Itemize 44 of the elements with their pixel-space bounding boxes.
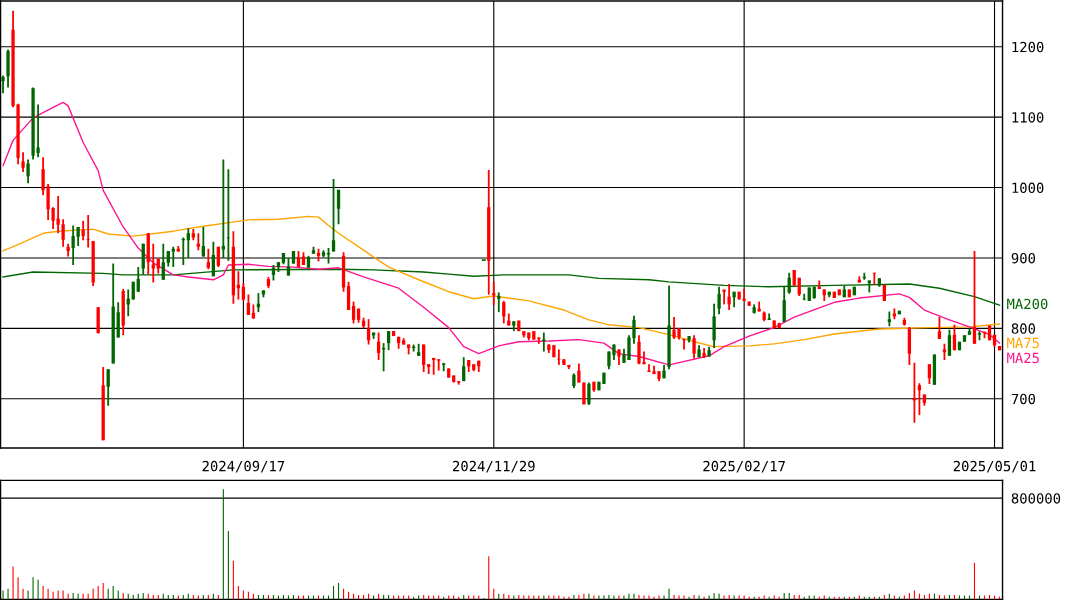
candlestick (331, 178, 336, 253)
candlestick (972, 249, 977, 345)
x-tick-label: 2025/02/17 (703, 460, 785, 473)
candlestick (366, 318, 371, 346)
x-tick-label: 2024/11/29 (452, 460, 535, 473)
candlestick (106, 368, 110, 407)
candlestick (712, 302, 716, 349)
candlestick (422, 343, 426, 373)
candlestick (171, 245, 175, 268)
candlestick (201, 226, 205, 258)
y-tick-label: 1000 (1012, 182, 1044, 194)
candlestick (742, 288, 746, 302)
candlestick (21, 151, 25, 173)
candlestick (386, 330, 391, 352)
candlestick (346, 280, 351, 311)
candlestick (437, 358, 441, 372)
candlestick (26, 158, 30, 185)
candlestick (196, 232, 200, 252)
x-tick-label: 2024/09/17 (202, 460, 285, 473)
candlestick (727, 283, 731, 311)
series-label: MA25 (1007, 352, 1039, 364)
y-tick-label: 800 (1011, 323, 1036, 334)
candlestick (186, 227, 190, 259)
series-label: MA200 (1007, 298, 1048, 310)
candlestick (537, 336, 541, 345)
candlestick (587, 381, 591, 406)
candlestick (206, 247, 210, 271)
series-label: MA75 (1007, 337, 1039, 349)
candlestick (692, 334, 696, 360)
candlestick (937, 316, 942, 340)
y-tick-label: 1100 (1012, 112, 1044, 123)
candlestick (577, 362, 581, 384)
candlestick (497, 291, 501, 314)
x-tick-label: 2025/05/01 (953, 460, 1036, 473)
y-tick-label: 700 (1011, 393, 1036, 405)
candlestick (246, 293, 251, 316)
candlestick (336, 188, 341, 226)
line-series (2, 101, 1001, 366)
candlestick (947, 328, 952, 357)
y-tick-label: 800000 (1011, 493, 1061, 504)
candlestick (917, 382, 922, 416)
y-tick-label: 1200 (1012, 41, 1044, 53)
candlestick (86, 214, 90, 249)
y-tick-label: 900 (1011, 252, 1036, 264)
